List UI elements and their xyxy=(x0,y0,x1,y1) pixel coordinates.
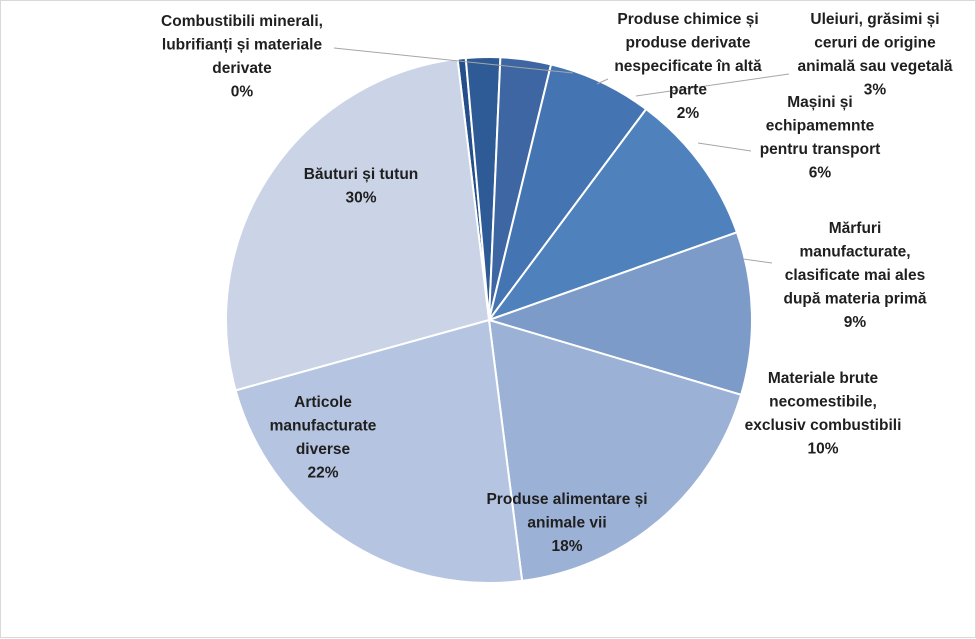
data-label-line: pentru transport xyxy=(760,141,881,158)
data-label-1: Combustibili minerali, lubrifianți și mat… xyxy=(161,13,323,101)
data-label-5: Mărfuri manufacturate, clasificate mai ale… xyxy=(784,220,927,331)
data-label-3: Uleiuri, grăsimi și ceruri de origine anim… xyxy=(797,11,952,99)
data-label-line: Articole xyxy=(294,394,352,411)
data-label-line: derivate xyxy=(212,60,272,77)
data-label-percent: 2% xyxy=(677,105,700,122)
data-label-line: Mărfuri xyxy=(829,220,882,237)
pie-slice-8 xyxy=(234,318,524,584)
data-label-percent: 0% xyxy=(231,84,254,101)
data-label-line: după materia primă xyxy=(784,291,927,308)
leader-line-5 xyxy=(742,258,773,264)
data-label-line: echipamemnte xyxy=(766,118,875,135)
data-label-line: diverse xyxy=(296,441,351,458)
data-label-percent: 10% xyxy=(807,441,838,458)
pie-slice-5 xyxy=(486,107,739,323)
pie-slice-7 xyxy=(487,318,743,583)
data-label-line: Uleiuri, grăsimi și xyxy=(810,11,939,28)
data-label-9: Băuturi și tutun 30% xyxy=(304,166,419,207)
data-label-line: produse derivate xyxy=(626,35,751,52)
data-label-7: Produse alimentare și animale vii 18% xyxy=(486,491,647,555)
data-label-line: Băuturi și tutun xyxy=(304,166,419,183)
data-label-line: animală sau vegetală xyxy=(797,58,952,75)
data-label-4: Mașini și echipamemnte pentru transport 6% xyxy=(760,94,881,182)
data-label-2: Produse chimice și produse derivate nespec… xyxy=(614,11,762,122)
data-label-line: Materiale brute xyxy=(768,370,879,387)
data-label-line: parte xyxy=(669,82,707,99)
leader-line-3 xyxy=(635,73,790,97)
leader-line-1 xyxy=(333,47,574,74)
pie-slice-9 xyxy=(225,57,491,392)
data-label-line: Produse alimentare și xyxy=(486,491,647,508)
data-label-line: manufacturate xyxy=(270,418,377,435)
data-label-line: lubrifianți și materiale xyxy=(162,37,323,54)
data-label-6: Materiale brute necomestibile, exclusiv co… xyxy=(745,370,902,458)
data-label-line: Mașini și xyxy=(787,94,852,111)
data-label-line: ceruri de origine xyxy=(814,35,936,52)
leader-line-2 xyxy=(596,78,609,85)
data-label-line: necomestibile, xyxy=(769,394,877,411)
data-label-percent: 3% xyxy=(864,82,887,99)
data-label-line: animale vii xyxy=(527,515,606,532)
pie-slice-6 xyxy=(485,231,753,397)
leader-line-4 xyxy=(697,142,752,152)
data-label-percent: 30% xyxy=(345,190,376,207)
data-label-line: nespecificate în altă xyxy=(614,58,762,75)
data-label-line: manufacturate, xyxy=(799,244,910,261)
data-label-percent: 18% xyxy=(551,538,582,555)
data-label-line: Produse chimice și xyxy=(617,11,758,28)
data-label-line: exclusiv combustibili xyxy=(745,417,902,434)
data-label-percent: 9% xyxy=(844,314,867,331)
data-label-line: clasificate mai ales xyxy=(785,267,925,284)
data-label-line: Combustibili minerali, xyxy=(161,13,323,30)
data-label-percent: 22% xyxy=(307,465,338,482)
data-label-percent: 6% xyxy=(809,165,832,182)
data-label-8: Articole manufacturate diverse 22% xyxy=(270,394,377,482)
